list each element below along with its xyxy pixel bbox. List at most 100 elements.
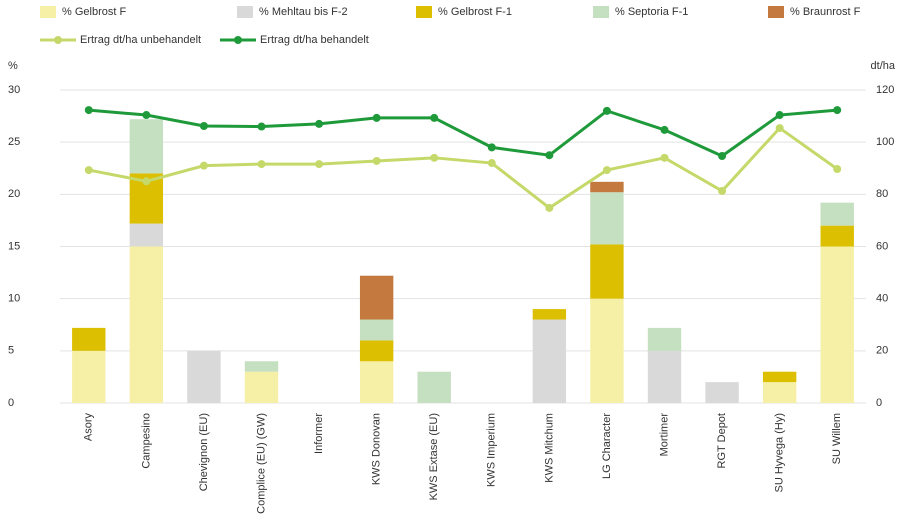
y-tick-label: 30 [8, 84, 20, 96]
x-tick-label: Complice (EU) (GW) [255, 413, 267, 514]
y-tick-label: 10 [8, 293, 20, 305]
x-tick-label: SU Willem [831, 413, 843, 464]
line-point [372, 113, 381, 122]
bar-segment [244, 371, 279, 403]
bar-segment [359, 361, 394, 403]
bar-segment [244, 361, 279, 372]
y2-tick-label: 80 [876, 188, 888, 200]
y-tick-label: 5 [8, 345, 14, 357]
legend-label: Ertrag dt/ha unbehandelt [80, 34, 201, 46]
legend-swatch [237, 6, 253, 18]
x-tick-label: Chevignon (EU) [198, 413, 210, 491]
bar-segment [820, 246, 854, 403]
bar-segment [705, 382, 739, 403]
bar-segment [417, 371, 451, 403]
legend-label: % Braunrost F [790, 6, 861, 18]
line-point [545, 203, 554, 212]
bar-segment [359, 275, 394, 320]
bar-segment [590, 192, 624, 245]
line-point [257, 122, 266, 131]
line-point [660, 125, 669, 134]
line-point [775, 111, 784, 120]
bar-segment [647, 350, 682, 403]
bar-segment [72, 327, 106, 351]
line [88, 126, 839, 210]
legend-swatch [40, 6, 56, 18]
bar-segment [129, 223, 164, 247]
x-tick-label: LG Character [601, 413, 613, 479]
legend-label: % Mehltau bis F-2 [259, 6, 348, 18]
line-point [487, 159, 496, 168]
x-tick-label: RGT Depot [716, 413, 728, 468]
bar-segment [72, 350, 106, 403]
y-axis-label: % [8, 60, 18, 72]
legend-marker [54, 36, 62, 44]
x-tick-label: Informer [313, 413, 325, 454]
bar-segment [359, 319, 394, 341]
line-point [660, 153, 669, 162]
y2-tick-label: 40 [876, 293, 888, 305]
legend-label: % Gelbrost F [62, 6, 126, 18]
line-point [430, 113, 439, 122]
y2-tick-label: 20 [876, 345, 888, 357]
y-tick-label: 25 [8, 136, 20, 148]
bar-segment [590, 298, 624, 403]
y-tick-label: 20 [8, 188, 20, 200]
x-tick-label: SU Hyvega (Hy) [774, 413, 786, 492]
legend-swatch [593, 6, 609, 18]
line-point [142, 177, 151, 186]
line-point [602, 166, 611, 175]
legend-label: Ertrag dt/ha behandelt [260, 34, 369, 46]
y2-tick-label: 0 [876, 397, 882, 409]
x-tick-label: Campesino [140, 413, 152, 469]
bar-segment [359, 340, 394, 362]
bar-segment [187, 350, 221, 403]
bar-segment [820, 225, 854, 247]
line-point [199, 121, 208, 130]
bar-segment [762, 371, 797, 383]
x-tick-label: KWS Extase (EU) [428, 413, 440, 500]
line-point [315, 119, 324, 128]
line-point [833, 165, 842, 174]
line-point [430, 153, 439, 162]
legend-label: % Gelbrost F-1 [438, 6, 512, 18]
line-point [84, 106, 93, 115]
y2-tick-label: 120 [876, 84, 894, 96]
line [88, 108, 838, 158]
x-tick-label: KWS Donovan [371, 413, 383, 485]
line-point [142, 111, 151, 120]
legend-label: % Septoria F-1 [615, 6, 688, 18]
bar-segment [532, 319, 567, 403]
line-point [84, 166, 93, 175]
line-point [775, 124, 784, 133]
line-point [718, 186, 727, 195]
line-point [602, 106, 611, 115]
line-point [718, 151, 727, 160]
legend-marker [234, 36, 242, 44]
bar-segment [590, 244, 624, 299]
y2-tick-label: 100 [876, 136, 894, 148]
line-point [487, 143, 496, 152]
line-point [545, 151, 554, 160]
x-tick-label: Asory [83, 413, 95, 442]
line-point [372, 156, 381, 165]
x-tick-label: Mortimer [658, 413, 670, 457]
line-point [833, 106, 842, 115]
legend-swatch [768, 6, 784, 18]
bar-segment [532, 309, 567, 320]
legend-swatch [416, 6, 432, 18]
line-point [199, 161, 208, 170]
x-tick-label: KWS Imperium [486, 413, 498, 487]
line-point [315, 160, 324, 169]
y2-tick-label: 60 [876, 240, 888, 252]
bar-segment [820, 202, 854, 226]
x-tick-label: KWS Mitchum [543, 413, 555, 483]
bar-segment [129, 246, 164, 403]
bar-segment [590, 181, 624, 193]
y-tick-label: 15 [8, 240, 20, 252]
y-tick-label: 0 [8, 397, 14, 409]
bar-segment [762, 382, 797, 403]
line-point [257, 160, 266, 169]
bar-segment [129, 119, 164, 174]
